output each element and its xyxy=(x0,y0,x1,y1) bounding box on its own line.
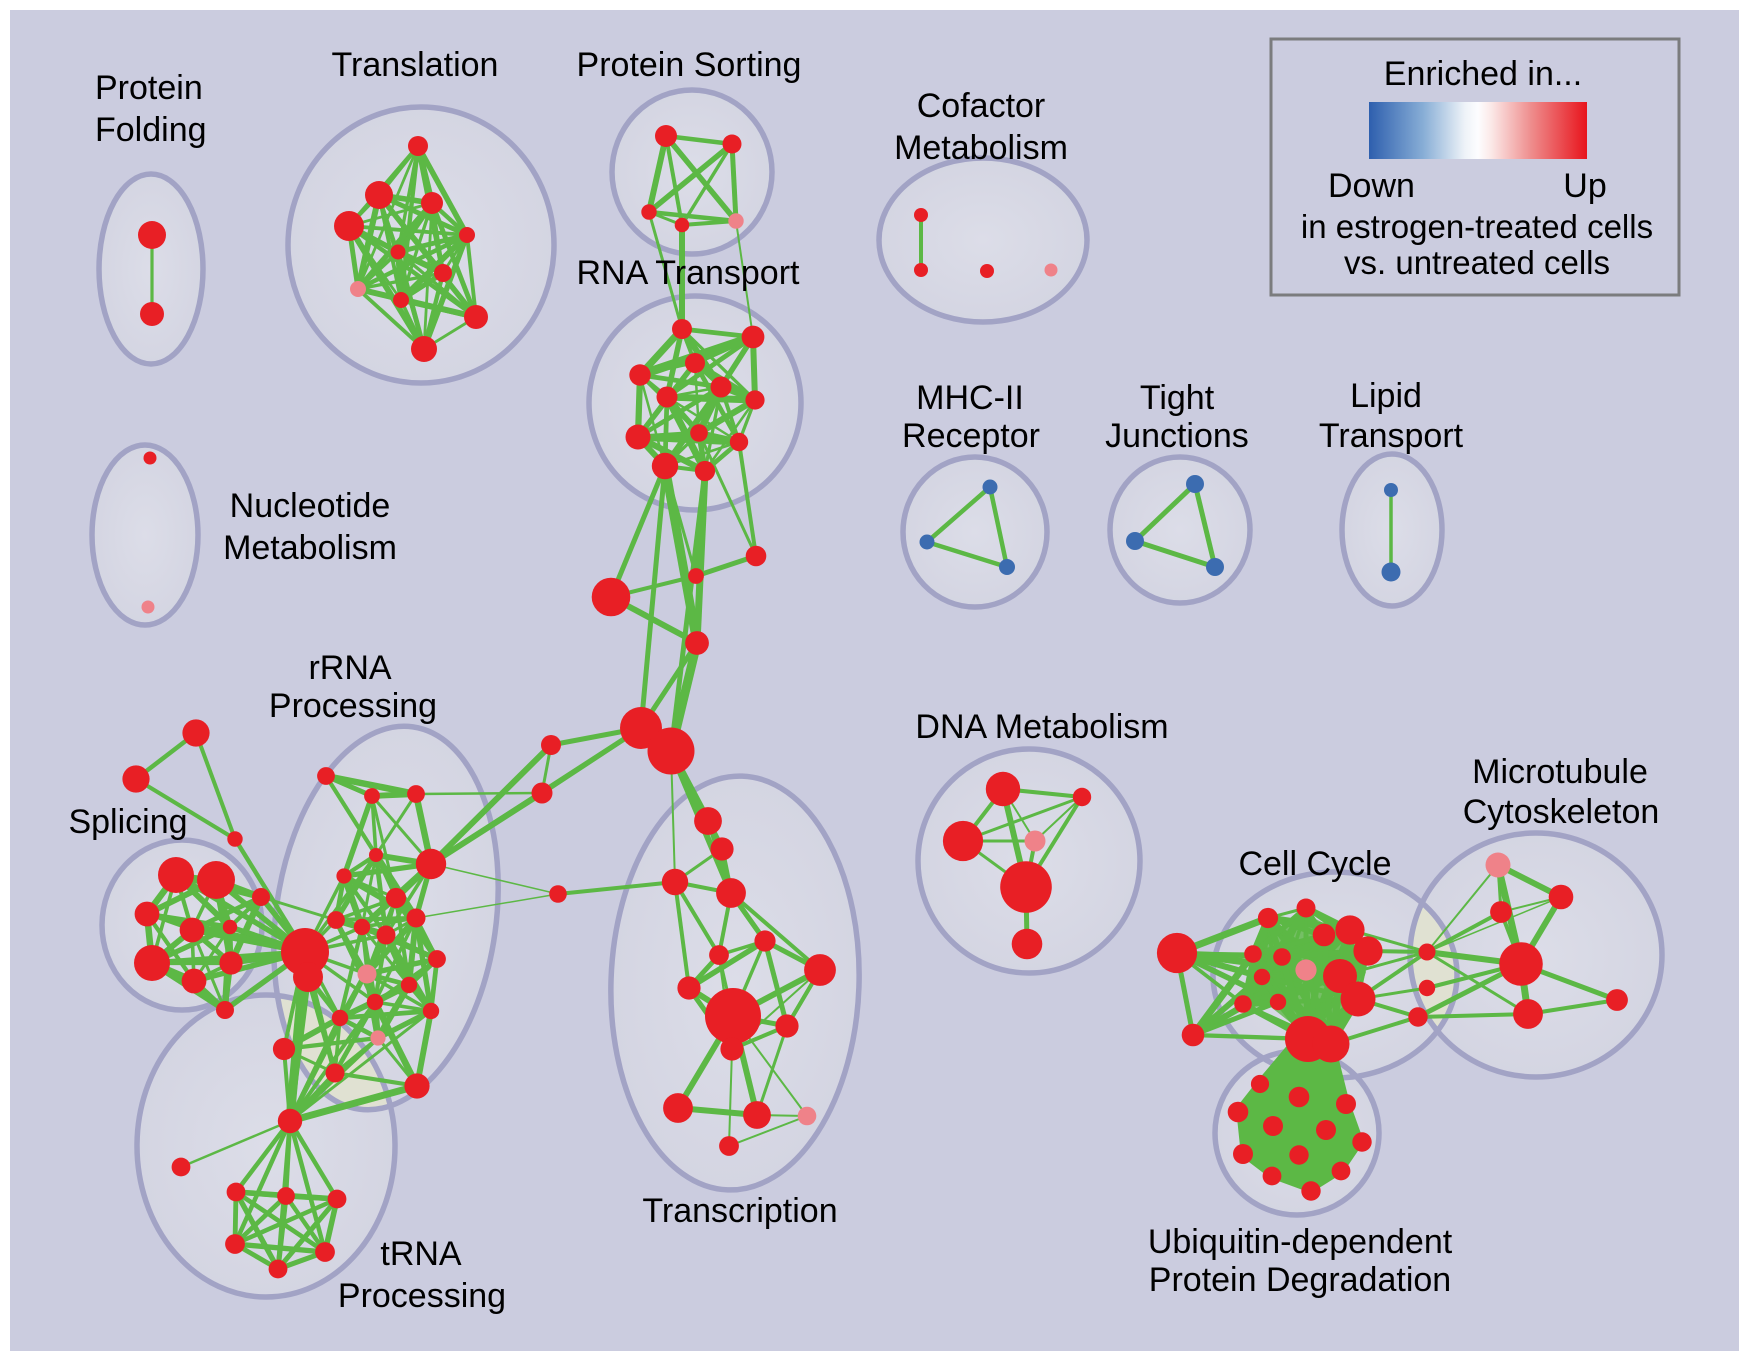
svg-text:Cofactor: Cofactor xyxy=(917,87,1046,125)
svg-text:Splicing: Splicing xyxy=(68,803,187,841)
svg-text:MHC-II: MHC-II xyxy=(916,379,1024,417)
svg-text:Ubiquitin-dependent: Ubiquitin-dependent xyxy=(1148,1223,1453,1261)
svg-text:Protein Sorting: Protein Sorting xyxy=(577,46,802,84)
svg-text:Protein Degradation: Protein Degradation xyxy=(1149,1261,1451,1299)
svg-text:Transcription: Transcription xyxy=(642,1192,837,1230)
svg-text:Down: Down xyxy=(1328,167,1415,205)
svg-text:Enriched in...: Enriched in... xyxy=(1384,55,1582,93)
svg-text:Metabolism: Metabolism xyxy=(223,529,397,567)
svg-text:Cell Cycle: Cell Cycle xyxy=(1238,845,1391,883)
svg-text:tRNA: tRNA xyxy=(380,1235,462,1273)
svg-text:Nucleotide: Nucleotide xyxy=(230,487,391,525)
svg-text:Receptor: Receptor xyxy=(902,417,1040,455)
svg-text:Tight: Tight xyxy=(1140,379,1215,417)
svg-text:in estrogen-treated cells: in estrogen-treated cells xyxy=(1301,208,1653,245)
svg-text:Lipid: Lipid xyxy=(1350,377,1422,415)
svg-text:Processing: Processing xyxy=(269,687,437,725)
svg-text:DNA Metabolism: DNA Metabolism xyxy=(915,708,1168,746)
svg-text:Up: Up xyxy=(1563,167,1606,205)
svg-text:Microtubule: Microtubule xyxy=(1472,753,1648,791)
svg-text:Protein: Protein xyxy=(95,69,203,107)
svg-text:Translation: Translation xyxy=(332,46,499,84)
svg-text:Cytoskeleton: Cytoskeleton xyxy=(1463,793,1660,831)
svg-text:rRNA: rRNA xyxy=(308,649,391,687)
svg-text:Folding: Folding xyxy=(95,111,207,149)
svg-text:Metabolism: Metabolism xyxy=(894,129,1068,167)
svg-text:RNA Transport: RNA Transport xyxy=(577,254,801,292)
svg-text:Processing: Processing xyxy=(338,1277,506,1315)
svg-text:Junctions: Junctions xyxy=(1105,417,1249,455)
svg-text:Transport: Transport xyxy=(1319,417,1464,455)
svg-text:vs. untreated cells: vs. untreated cells xyxy=(1344,244,1610,281)
